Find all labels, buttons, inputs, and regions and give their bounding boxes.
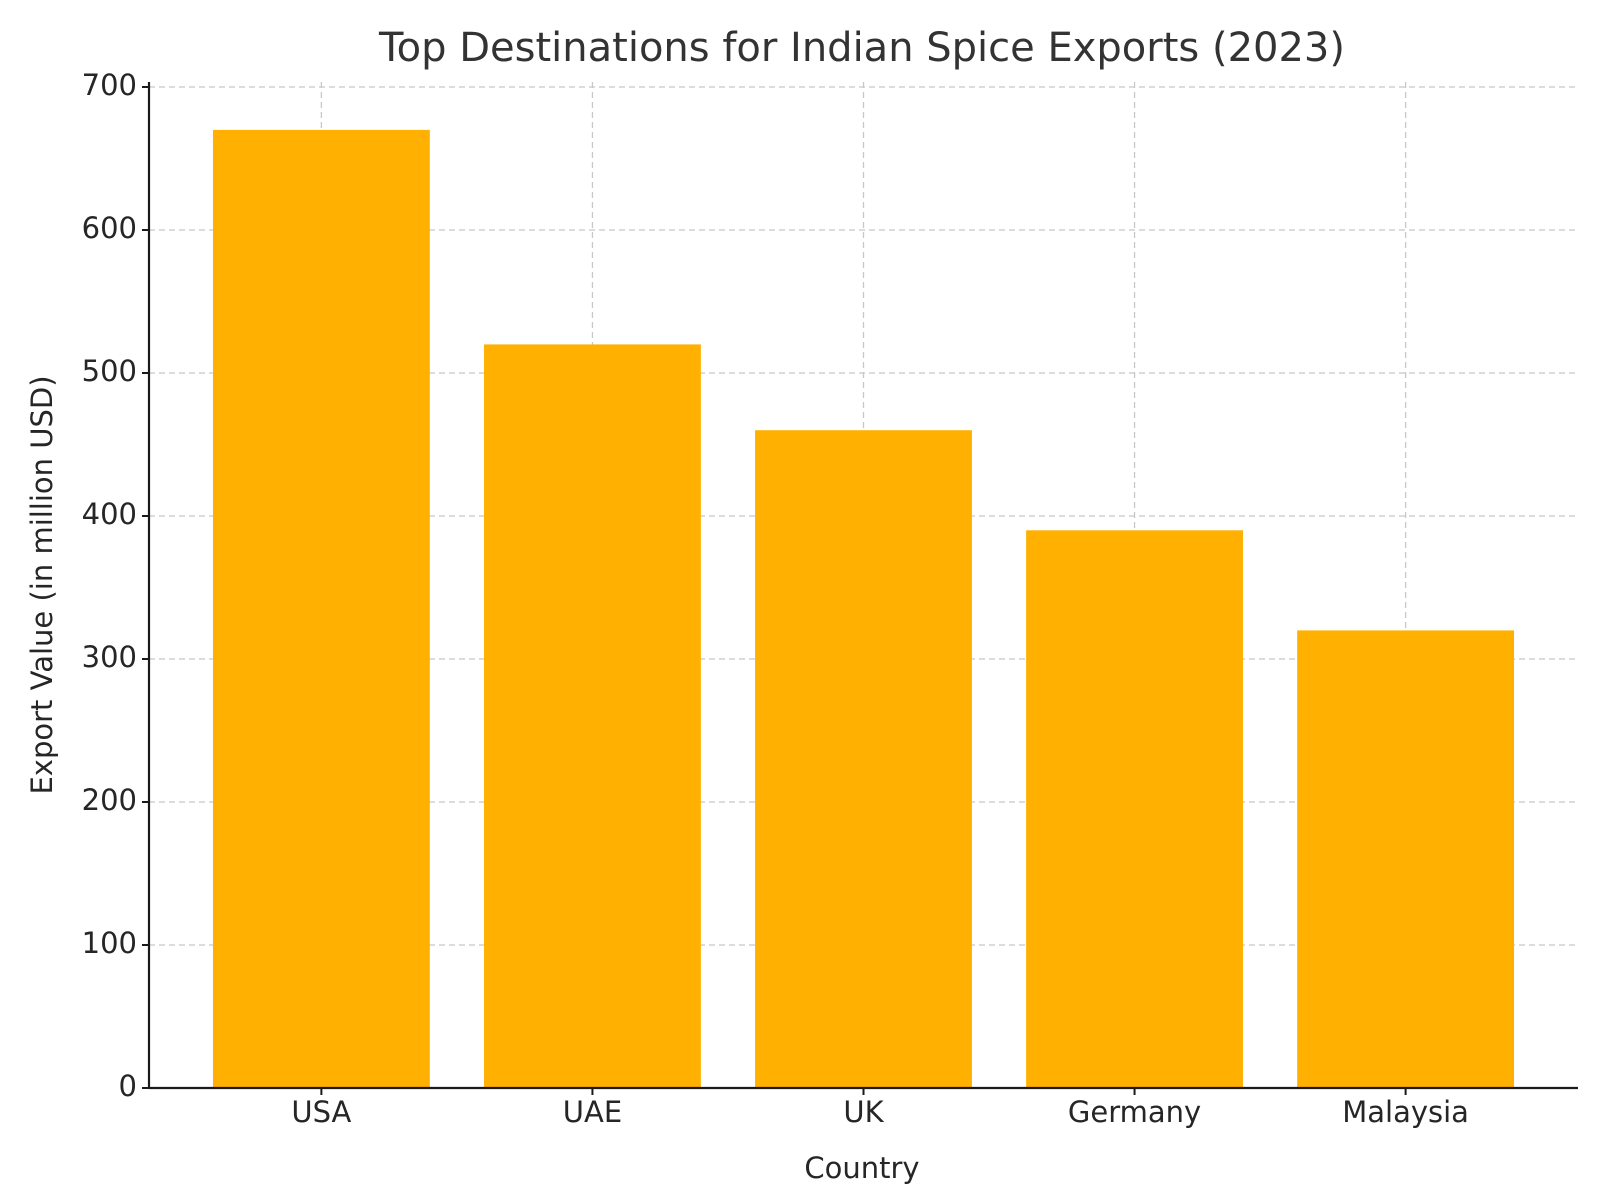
- bar: [1026, 530, 1243, 1088]
- y-tick-label: 0: [119, 1069, 137, 1103]
- y-tick-label: 400: [82, 497, 137, 531]
- bar: [484, 344, 701, 1088]
- x-tick-label: UK: [843, 1095, 884, 1129]
- chart-title: Top Destinations for Indian Spice Export…: [378, 25, 1345, 71]
- x-tick-label: UAE: [563, 1095, 622, 1129]
- bar: [1297, 630, 1515, 1088]
- y-tick-label: 500: [82, 354, 137, 388]
- x-tick-label: Malaysia: [1342, 1095, 1469, 1129]
- y-axis-label: Export Value (in million USD): [25, 375, 59, 794]
- y-tick-label: 700: [82, 68, 137, 102]
- x-tick-label: Germany: [1068, 1095, 1201, 1129]
- bar: [755, 430, 972, 1089]
- bar: [212, 129, 430, 1088]
- y-tick-label: 600: [82, 211, 137, 245]
- x-axis-label: Country: [804, 1151, 919, 1185]
- y-tick-label: 100: [82, 926, 137, 960]
- y-tick-label: 300: [82, 640, 137, 674]
- y-tick-label: 200: [82, 783, 137, 817]
- x-tick-label: USA: [291, 1095, 351, 1129]
